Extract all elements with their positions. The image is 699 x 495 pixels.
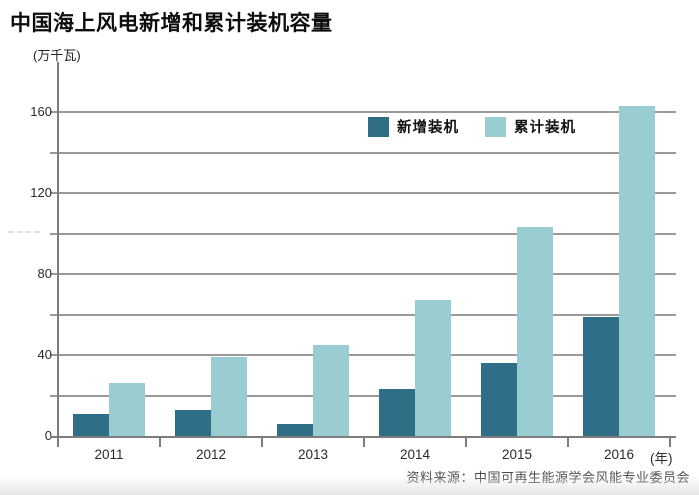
x-tick-0 [57,438,59,447]
x-tick-label-2011: 2011 [94,447,124,462]
bar-cumulative-2014 [415,300,451,436]
bar-cumulative-2013 [313,345,349,436]
x-tick-1 [159,438,161,447]
y-tick-label-80: 80 [37,266,52,281]
x-axis-line [50,436,676,438]
bar-new-2012 [175,410,211,436]
y-tick-label-120: 120 [30,185,52,200]
x-tick-2 [261,438,263,447]
gridline-160 [50,111,676,113]
gridline-80 [50,273,676,275]
legend-label-cumulative-installed: 累计装机 [514,120,576,136]
legend-item-new-installed: 新增装机 [368,116,459,137]
y-tick-label-0: 0 [44,428,52,443]
y-tick-label-160: 160 [30,104,52,119]
legend: 新增装机 累计装机 [368,116,602,137]
x-tick-4 [465,438,467,447]
faint-dashes-artifact [8,231,40,233]
gridline-140 [50,152,676,154]
gridline-60 [50,314,676,316]
legend-item-cumulative-installed: 累计装机 [485,116,576,137]
y-axis-line [57,62,59,438]
legend-swatch-new-installed [368,116,389,137]
bar-new-2011 [73,414,109,436]
x-tick-3 [363,438,365,447]
y-tick-label-40: 40 [37,347,52,362]
gridline-20 [50,395,676,397]
bar-new-2016 [583,317,619,436]
legend-swatch-cumulative-installed [485,116,506,137]
x-axis-unit-label: (年) [650,451,673,466]
bar-cumulative-2015 [517,227,553,436]
x-tick-label-2014: 2014 [399,447,431,462]
bar-new-2015 [481,363,517,436]
x-tick-label-2016: 2016 [603,447,635,462]
x-tick-label-2013: 2013 [297,447,329,462]
bar-cumulative-2016 [619,106,655,436]
bar-cumulative-2012 [211,357,247,436]
x-tick-5 [567,438,569,447]
footer-strip [0,475,699,495]
gridline-40 [50,354,676,356]
y-axis-unit-label: (万千瓦) [33,48,81,63]
x-tick-label-2012: 2012 [195,447,227,462]
chart-title: 中国海上风电新增和累计装机容量 [10,12,333,35]
bar-cumulative-2011 [109,383,145,436]
x-tick-6 [669,438,671,447]
bar-new-2014 [379,389,415,436]
x-tick-label-2015: 2015 [501,447,533,462]
bar-new-2013 [277,424,313,436]
gridline-100 [50,233,676,235]
gridline-120 [50,192,676,194]
legend-label-new-installed: 新增装机 [397,120,459,136]
